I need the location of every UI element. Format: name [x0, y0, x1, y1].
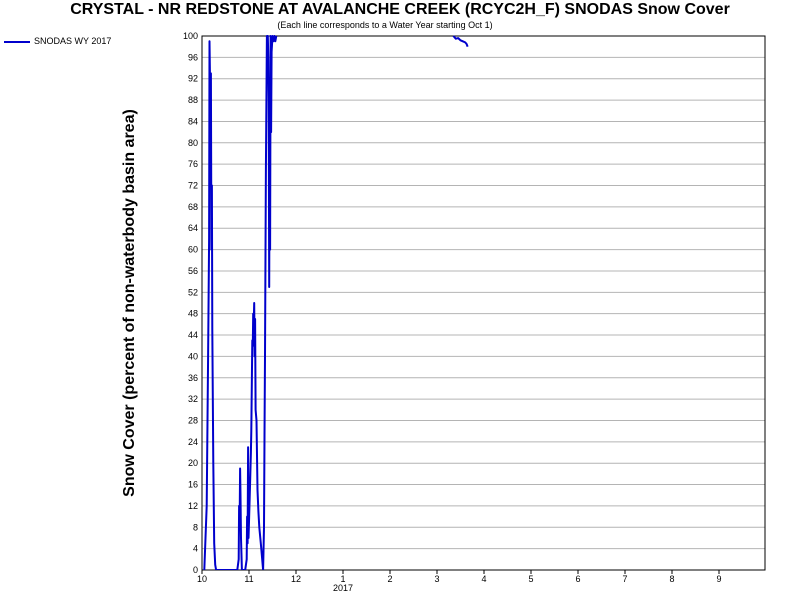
x-tick-label: 1: [340, 574, 345, 584]
y-tick-label: 20: [188, 458, 198, 468]
y-tick-label: 92: [188, 74, 198, 84]
y-tick-label: 64: [188, 223, 198, 233]
y-tick-label: 56: [188, 266, 198, 276]
y-tick-label: 24: [188, 437, 198, 447]
plot-area: [202, 36, 765, 570]
y-tick-label: 96: [188, 52, 198, 62]
y-tick-label: 12: [188, 501, 198, 511]
y-tick-label: 100: [183, 31, 198, 41]
legend-swatch: [4, 41, 30, 43]
series-line: [452, 35, 469, 48]
y-tick-label: 48: [188, 309, 198, 319]
y-tick-label: 60: [188, 245, 198, 255]
y-tick-label: 36: [188, 373, 198, 383]
chart-title: CRYSTAL - NR REDSTONE AT AVALANCHE CREEK…: [70, 1, 730, 18]
x-year-label: 2017: [333, 583, 353, 593]
y-tick-label: 52: [188, 287, 198, 297]
x-tick-label: 5: [528, 574, 533, 584]
y-tick-label: 72: [188, 181, 198, 191]
x-tick-label: 11: [244, 574, 253, 584]
y-tick-label: 44: [188, 330, 198, 340]
y-tick-label: 8: [193, 522, 198, 532]
x-tick-label: 6: [575, 574, 580, 584]
x-tick-label: 7: [622, 574, 627, 584]
x-tick-label: 10: [197, 574, 207, 584]
y-tick-label: 0: [193, 565, 198, 575]
y-tick-label: 80: [188, 138, 198, 148]
plot-frame: [201, 35, 766, 571]
chart-subtitle: (Each line corresponds to a Water Year s…: [277, 20, 493, 30]
x-tick-label: 4: [481, 574, 486, 584]
y-tick-label: 68: [188, 202, 198, 212]
x-tick-label: 2: [387, 574, 392, 584]
y-tick-label: 4: [193, 544, 198, 554]
y-tick-label: 32: [188, 394, 198, 404]
x-tick-label: 9: [716, 574, 721, 584]
y-tick-label: 84: [188, 116, 198, 126]
y-tick-label: 40: [188, 351, 198, 361]
y-tick-label: 88: [188, 95, 198, 105]
series-line: [203, 35, 278, 570]
y-tick-label: 16: [188, 480, 198, 490]
x-tick-label: 8: [669, 574, 674, 584]
x-tick-label: 3: [434, 574, 439, 584]
y-tick-label: 28: [188, 415, 198, 425]
y-tick-label: 76: [188, 159, 198, 169]
legend-label: SNODAS WY 2017: [34, 36, 112, 46]
x-tick-label: 12: [291, 574, 301, 584]
